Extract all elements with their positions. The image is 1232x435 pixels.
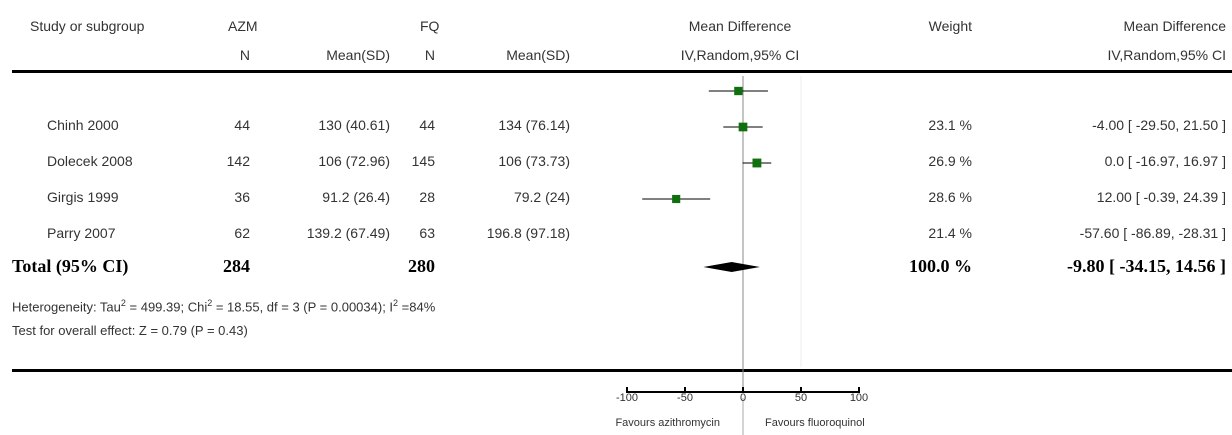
- header-weight: Weight: [928, 18, 972, 34]
- row-n1: 44: [234, 117, 250, 133]
- total-weight: 100.0 %: [909, 256, 972, 276]
- row-study: Dolecek 2008: [47, 153, 133, 169]
- row-weight: 23.1 %: [928, 117, 972, 133]
- row-ci: -4.00 [ -29.50, 21.50 ]: [1092, 117, 1226, 133]
- row-n2: 28: [419, 189, 435, 205]
- row-mean1: 106 (72.96): [318, 153, 390, 169]
- total-ci: -9.80 [ -34.15, 14.56 ]: [1067, 256, 1226, 276]
- row-n1: 36: [234, 189, 250, 205]
- header-effect-title-right: Mean Difference: [1123, 18, 1226, 34]
- header-group1: AZM: [228, 18, 258, 34]
- row-mean2: 79.2 (24): [513, 189, 570, 205]
- row-weight: 26.9 %: [928, 153, 972, 169]
- heterogeneity-text: Heterogeneity: Tau2 = 499.39; Chi2 = 18.…: [12, 298, 436, 315]
- row-n2: 63: [419, 225, 435, 241]
- total-n1: 284: [223, 256, 250, 276]
- header-mean1: Mean(SD): [326, 47, 390, 63]
- row-study: Girgis 1999: [47, 189, 119, 205]
- row-ci: 0.0 [ -16.97, 16.97 ]: [1104, 153, 1226, 169]
- row-n2: 145: [411, 153, 435, 169]
- x-tick-label: 0: [740, 392, 746, 404]
- header-effect-method-right: IV,Random,95% CI: [1107, 47, 1226, 63]
- row-n1: 62: [234, 225, 250, 241]
- favours-right-label: Favours fluoroquinol: [765, 417, 865, 429]
- header-effect-method: IV,Random,95% CI: [680, 47, 800, 63]
- row-mean2: 196.8 (97.18): [486, 225, 570, 241]
- x-tick-label: -50: [677, 392, 693, 404]
- header-rule: [12, 70, 1232, 73]
- study-marker: [734, 86, 743, 96]
- favours-left-label: Favours azithromycin: [615, 417, 720, 429]
- row-weight: 28.6 %: [928, 189, 972, 205]
- row-mean2: 106 (73.73): [498, 153, 570, 169]
- row-mean1: 91.2 (26.4): [322, 189, 390, 205]
- x-tick-label: 50: [795, 392, 807, 404]
- bottom-rule: [12, 369, 1232, 372]
- row-ci: -57.60 [ -86.89, -28.31 ]: [1079, 225, 1226, 241]
- row-n2: 44: [419, 117, 435, 133]
- row-ci: 12.00 [ -0.39, 24.39 ]: [1096, 189, 1226, 205]
- header-n2: N: [424, 47, 435, 63]
- overall-effect-text: Test for overall effect: Z = 0.79 (P = 0…: [12, 323, 248, 338]
- x-tick-label: -100: [616, 392, 638, 404]
- header-mean2: Mean(SD): [506, 47, 570, 63]
- header-group2: FQ: [420, 18, 440, 34]
- total-label: Total (95% CI): [12, 256, 129, 276]
- study-marker: [672, 194, 681, 204]
- row-weight: 21.4 %: [928, 225, 972, 241]
- study-marker: [752, 158, 762, 168]
- row-mean1: 130 (40.61): [318, 117, 390, 133]
- row-mean1: 139.2 (67.49): [306, 225, 390, 241]
- header-n1: N: [239, 47, 250, 63]
- row-study: Parry 2007: [47, 225, 116, 241]
- row-study: Chinh 2000: [47, 117, 119, 133]
- header-effect-title: Mean Difference: [688, 18, 792, 34]
- pooled-diamond: [703, 262, 760, 272]
- row-mean2: 134 (76.14): [498, 117, 570, 133]
- x-tick-label: 100: [850, 392, 868, 404]
- study-marker: [738, 122, 748, 132]
- total-n2: 280: [408, 256, 435, 276]
- row-n1: 142: [226, 153, 250, 169]
- header-study: Study or subgroup: [30, 18, 145, 34]
